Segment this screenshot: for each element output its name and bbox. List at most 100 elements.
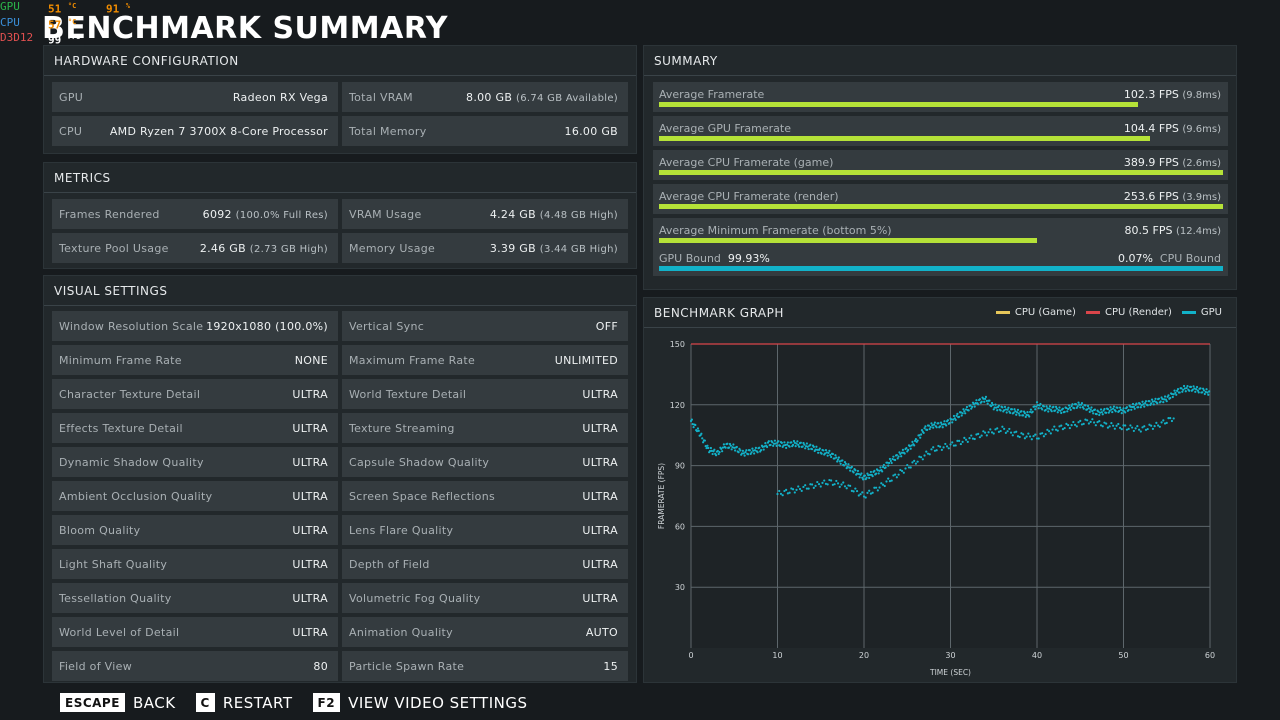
gpu-data-point [709,446,712,450]
gpu-data-point [935,426,938,429]
gpu-data-point [916,460,919,463]
gpu-data-point [1015,430,1018,433]
gpu-data-point [1046,407,1049,410]
gpu-data-point [1144,401,1147,405]
gpu-data-point [855,472,859,475]
setting-value: 6092 (100.0% Full Res) [202,207,328,221]
gpu-data-point [1159,400,1162,403]
gpu-data-point [1063,426,1066,430]
gpu-data-point [1056,429,1059,432]
gpu-data-point [1202,389,1206,392]
summary-row: Average Minimum Framerate (bottom 5%) 80.… [653,218,1228,248]
gpu-data-point [1146,404,1149,407]
gpu-data-point [1163,422,1167,425]
gpu-data-point [1131,405,1134,409]
gpu-data-point [975,399,978,402]
gpu-data-point [1035,401,1039,404]
restart-button[interactable]: C RESTART [195,693,293,712]
setting-label: GPU [59,90,84,104]
gpu-data-point [721,446,725,449]
gpu-data-point [1106,407,1110,411]
gpu-data-point [836,458,840,461]
gpu-data-point [762,448,765,451]
gpu-data-point [814,448,817,451]
gpu-data-point [1003,405,1007,408]
gpu-data-point [691,423,694,426]
gpu-data-point [735,445,738,449]
gpu-data-point [1108,409,1111,412]
gpu-data-point [956,412,959,415]
gpu-data-point [1155,421,1158,424]
gpu-data-point [1148,423,1151,426]
gpu-data-point [777,440,780,443]
gpu-data-point [937,444,940,448]
gpu-data-point [742,452,745,455]
gpu-data-point [880,482,883,485]
gpu-data-point [799,441,802,444]
gpu-data-point [705,446,708,450]
gpu-data-point [836,482,840,485]
summary-value: 253.6 FPS (3.9ms) [1123,190,1221,203]
setting-label: Ambient Occlusion Quality [59,489,213,503]
gpu-data-point [994,403,997,406]
gpu-data-point [990,405,993,408]
gpu-data-point [990,431,994,434]
gpu-data-point [1110,408,1113,411]
osd-cpu-label: CPU [0,15,20,29]
gpu-data-point [822,449,825,452]
gpu-data-point [1061,428,1065,431]
gpu-data-point [1068,426,1071,430]
gpu-data-point [918,455,921,458]
gpu-data-point [1098,413,1101,417]
gpu-data-point [1037,407,1040,410]
gpu-data-point [724,446,727,449]
gpu-data-point [942,446,945,449]
gpu-data-point [991,403,994,406]
gpu-data-point [1157,424,1160,427]
setting-label: Field of View [59,659,132,673]
gpu-data-point [1176,387,1180,391]
gpu-data-point [868,476,871,480]
gpu-data-point [1071,403,1074,406]
osd-gpu-temp: 51 [48,2,62,16]
back-button[interactable]: ESCAPE BACK [60,693,176,712]
gpu-data-point [914,438,917,441]
setting-value: AUTO [585,625,618,639]
gpu-data-point [710,449,713,453]
gpu-data-point [811,483,814,486]
setting-value: 2.46 GB (2.73 GB High) [199,241,328,255]
gpu-data-point [1158,425,1161,428]
summary-value: 389.9 FPS (2.6ms) [1123,156,1221,169]
gpu-data-point [890,461,893,465]
summary-header: SUMMARY [644,46,1236,76]
gpu-data-point [1025,413,1028,416]
gpu-data-point [1171,395,1174,399]
view-video-settings-button[interactable]: F2 VIEW VIDEO SETTINGS [312,693,528,712]
gpu-data-point [941,426,944,429]
gpu-data-point [939,445,942,448]
gpu-data-point [958,415,961,418]
gpu-data-point [1016,411,1019,414]
gpu-data-point [1167,394,1170,397]
gpu-data-point [1093,408,1097,411]
setting-cell: Window Resolution Scale 1920x1080 (100.0%… [52,311,338,341]
gpu-data-point [1106,426,1110,429]
gpu-data-point [1075,425,1078,428]
gpu-data-point [1207,393,1210,396]
gpu-data-point [706,444,709,447]
gpu-data-point [1052,405,1055,408]
gpu-data-point [1030,438,1033,441]
gpu-data-point [1153,400,1156,403]
gpu-data-point [817,451,820,454]
gpu-data-point [913,459,916,462]
gpu-data-point [774,442,777,445]
gpu-data-point [1047,410,1050,413]
gpu-data-point [1016,408,1020,411]
gpu-data-point [1039,432,1042,435]
gpu-data-point [1136,425,1139,428]
gpu-data-point [980,400,983,403]
gpu-data-point [856,469,860,473]
gpu-data-point [780,441,783,444]
gpu-data-point [1139,406,1142,409]
setting-value: ULTRA [292,557,328,571]
